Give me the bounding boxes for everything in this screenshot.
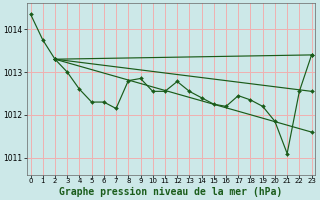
X-axis label: Graphe pression niveau de la mer (hPa): Graphe pression niveau de la mer (hPa) xyxy=(60,186,283,197)
